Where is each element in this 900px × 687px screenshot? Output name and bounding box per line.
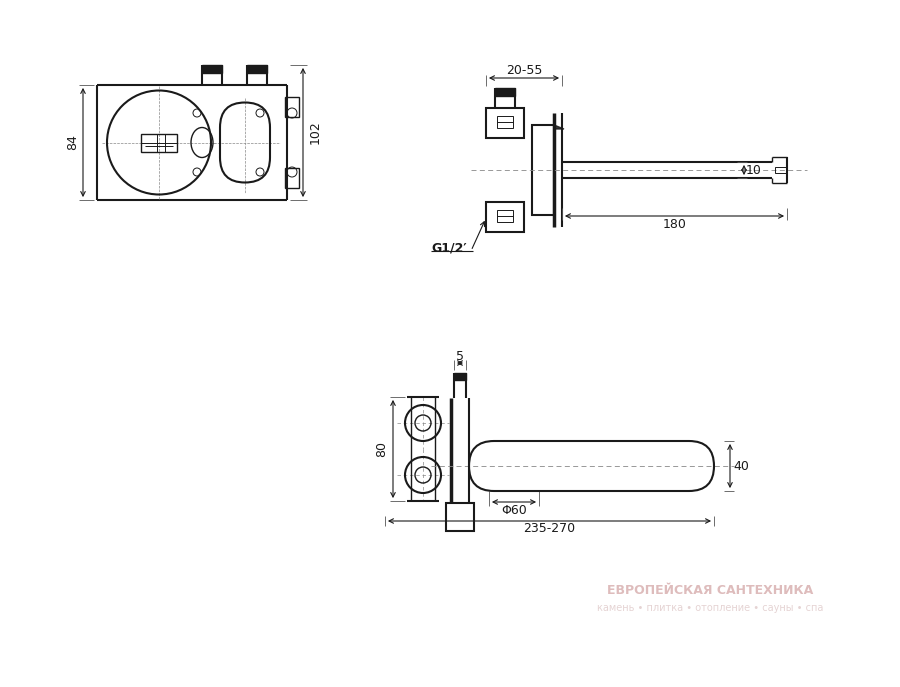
Bar: [285, 168, 299, 188]
Bar: [454, 373, 466, 380]
Bar: [486, 108, 524, 138]
Text: 10: 10: [746, 164, 762, 177]
Bar: [532, 125, 554, 215]
Bar: [497, 210, 513, 222]
Text: 5: 5: [456, 350, 464, 363]
Text: камень • плитка • отопление • сауны • спа: камень • плитка • отопление • сауны • сп…: [597, 603, 824, 613]
Bar: [202, 65, 222, 73]
Text: 180: 180: [662, 218, 687, 231]
Text: ЕВРОПЕЙСКАЯ САНТЕХНИКА: ЕВРОПЕЙСКАЯ САНТЕХНИКА: [607, 583, 813, 596]
Text: 20-55: 20-55: [506, 63, 542, 76]
Bar: [247, 65, 267, 73]
Text: 40: 40: [734, 460, 749, 473]
Text: 102: 102: [309, 121, 321, 144]
Text: 235-270: 235-270: [524, 523, 576, 535]
Polygon shape: [554, 125, 564, 129]
Bar: [497, 116, 513, 128]
Bar: [486, 202, 524, 232]
Text: 80: 80: [375, 441, 389, 457]
Bar: [775, 167, 787, 173]
Text: 84: 84: [67, 135, 79, 150]
Bar: [285, 97, 299, 117]
Bar: [495, 88, 515, 96]
Bar: [446, 503, 474, 531]
Bar: [141, 133, 177, 152]
Text: Φ60: Φ60: [501, 504, 526, 517]
Text: G1/2′: G1/2′: [431, 242, 466, 254]
